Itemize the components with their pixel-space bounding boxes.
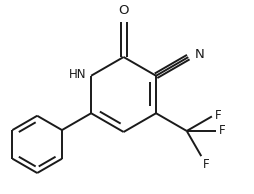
Text: F: F (219, 124, 226, 138)
Text: N: N (194, 48, 204, 61)
Text: F: F (203, 158, 210, 171)
Text: F: F (215, 109, 222, 122)
Text: O: O (118, 4, 129, 17)
Text: HN: HN (69, 68, 86, 81)
